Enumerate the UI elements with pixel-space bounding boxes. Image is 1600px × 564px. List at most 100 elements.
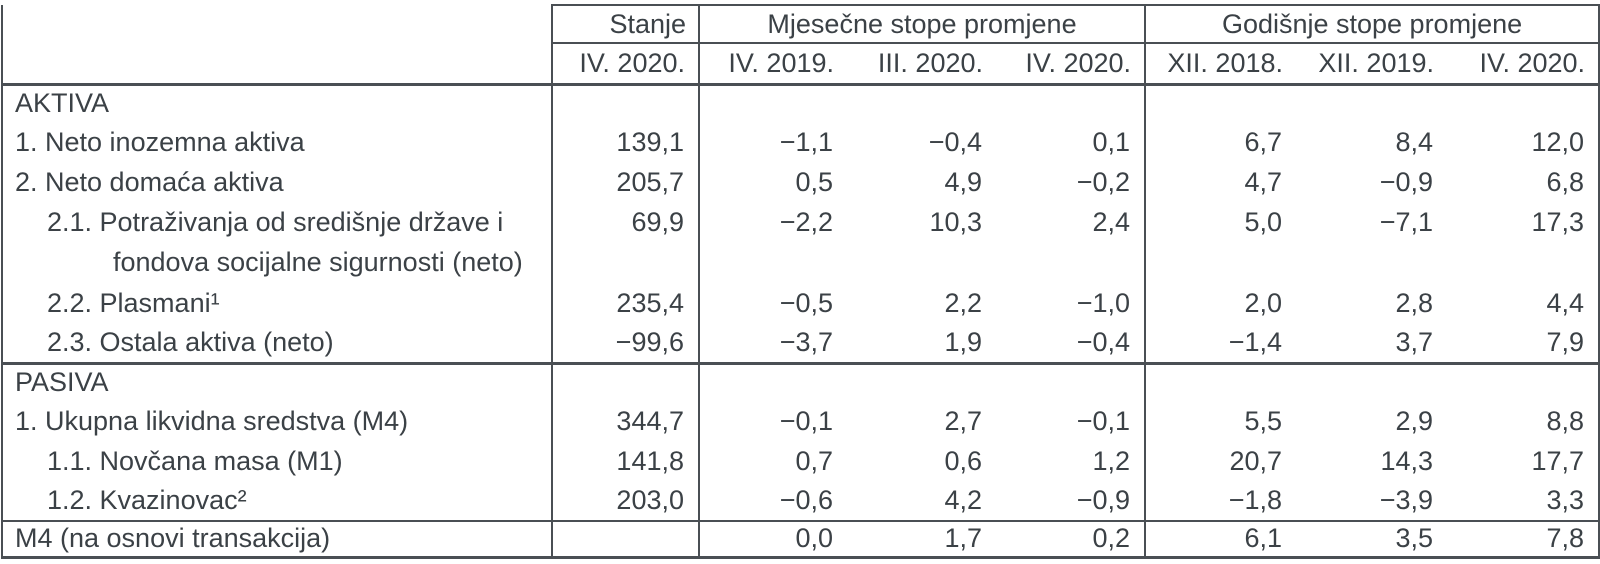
header-monthly-group: Mjesečne stope promjene [699,4,1147,44]
cell-value [552,84,700,122]
cell-value: 3,5 [1296,520,1448,559]
row-label: 1.1. Novčana masa (M1) [1,441,553,481]
header-col-stanje-period: IV. 2020. [552,43,700,86]
row-label: AKTIVA [1,84,553,122]
cell-value: 4,2 [944,485,982,515]
header-col-monthly-1: IV. 2019. [699,43,847,86]
header-col-annual-1: XII. 2018. [1145,43,1297,86]
cell-value: −0,1 [996,401,1147,441]
cell-value: 1,9 [944,326,982,357]
cell-value: −0,6 [779,485,833,515]
row-label: 2. Neto domaća aktiva [1,162,553,202]
cell-value: 1,7 [847,520,996,559]
cell-value: 6,7 [1244,126,1283,157]
cell-value [1145,361,1297,401]
cell-value: −7,1 [1379,207,1434,237]
cell-value: 139,1 [552,122,700,162]
header-stub-cell [1,5,553,86]
cell-value: −3,7 [779,326,833,357]
row-label: 1.2. Kvazinovac² [1,481,553,521]
cell-value: 4,7 [1244,166,1283,197]
cell-value: 4,9 [944,166,982,197]
cell-value: −3,9 [1379,485,1434,515]
table-row: 2.1. Potraživanja od središnje države i f… [1,202,1600,283]
cell-value: 69,9 [552,202,700,283]
cell-value: 8,4 [1395,126,1434,157]
cell-value: 235,4 [552,283,700,323]
cell-value: 0,6 [944,445,982,476]
header-annual-group: Godišnje stope promjene [1145,4,1600,44]
cell-value: 0,7 [795,445,833,476]
table-row: 1.1. Novčana masa (M1) 141,8 0,7 0,6 1,2 20,7… [1,441,1600,481]
cell-value [847,361,996,401]
header-period-row: IV. 2020. IV. 2019. III. 2020. IV. 2020.… [2,43,1600,86]
cell-value: 3,3 [1447,481,1600,521]
section-row: PASIVA [1,361,1600,401]
cell-value: −0,4 [928,126,982,157]
cell-value [1447,84,1600,122]
total-row: M4 (na osnovi transakcija) 0,0 1,7 0,2 6,1 3,… [1,520,1600,559]
cell-value: −0,5 [779,287,833,318]
cell-value [552,520,700,559]
table-row: 2.2. Plasmani¹ 235,4 −0,5 2,2 −1,0 2,0 2,8 4,4 [1,283,1600,323]
row-label-line2: fondova socijalne sigurnosti (neto) [113,247,523,277]
cell-value: 6,1 [1145,520,1297,559]
cell-value: −0,2 [996,162,1147,202]
header-col-monthly-3: IV. 2020. [996,43,1147,86]
cell-value: 205,7 [552,162,700,202]
cell-value [699,361,847,401]
cell-value: 2,4 [996,202,1147,283]
monetary-table: Stanje Mjesečne stope promjene Godišnje … [1,4,1600,559]
cell-value: 17,3 [1447,202,1600,283]
table-body: AKTIVA 1. Neto inozemna aktiva 139,1 −1,1 −0… [1,84,1600,559]
cell-value: 5,0 [1244,207,1283,237]
row-label: 2.3. Ostala aktiva (neto) [1,323,553,363]
table-row: 2.3. Ostala aktiva (neto) −99,6 −3,7 1,9 −0,… [1,323,1600,363]
cell-value: 20,7 [1229,445,1283,476]
cell-value: 2,9 [1395,405,1434,436]
row-label: M4 (na osnovi transakcija) [1,520,553,559]
cell-value [1296,361,1448,401]
cell-value: −1,1 [779,126,833,157]
row-label-line1: 2.1. Potraživanja od središnje države i [47,207,504,237]
cell-value: 7,8 [1447,520,1600,559]
cell-value: 2,0 [1244,287,1283,318]
cell-value: 0,5 [795,166,833,197]
header-col-monthly-2: III. 2020. [847,43,996,86]
cell-value: 203,0 [552,481,700,521]
cell-value: −1,8 [1228,485,1283,515]
cell-value: 0,1 [996,122,1147,162]
cell-value: 4,4 [1447,283,1600,323]
cell-value: 8,8 [1447,401,1600,441]
cell-value: 7,9 [1447,323,1600,363]
cell-value: 3,7 [1395,326,1434,357]
row-label: 2.1. Potraživanja od središnje države i f… [1,202,553,283]
table-row: 2. Neto domaća aktiva 205,7 0,5 4,9 −0,2 4,7 −… [1,162,1600,202]
cell-value: −0,9 [996,481,1147,521]
cell-value: −1,0 [996,283,1147,323]
cell-value: 2,2 [944,287,982,318]
cell-value: 0,0 [699,520,847,559]
row-label: 1. Ukupna likvidna sredstva (M4) [1,401,553,441]
cell-value: −2,2 [779,207,833,237]
section-row: AKTIVA [1,84,1600,122]
cell-value: 1,2 [996,441,1147,481]
cell-value: −99,6 [552,323,700,363]
cell-value: 141,8 [552,441,700,481]
row-label: PASIVA [1,361,553,401]
header-group-row: Stanje Mjesečne stope promjene Godišnje … [1,4,1600,86]
cell-value: 17,7 [1447,441,1600,481]
cell-value: 6,8 [1447,162,1600,202]
cell-value [1447,361,1600,401]
row-label: 1. Neto inozemna aktiva [1,122,553,162]
cell-value: 344,7 [552,401,700,441]
cell-value [552,361,700,401]
cell-value [699,84,847,122]
table-row: 1.2. Kvazinovac² 203,0 −0,6 4,2 −0,9 −1,8 −3,9… [1,481,1600,521]
cell-value [847,84,996,122]
row-label: 2.2. Plasmani¹ [1,283,553,323]
header-stanje-group: Stanje [552,4,700,44]
cell-value: 12,0 [1447,122,1600,162]
cell-value: 2,8 [1395,287,1434,318]
